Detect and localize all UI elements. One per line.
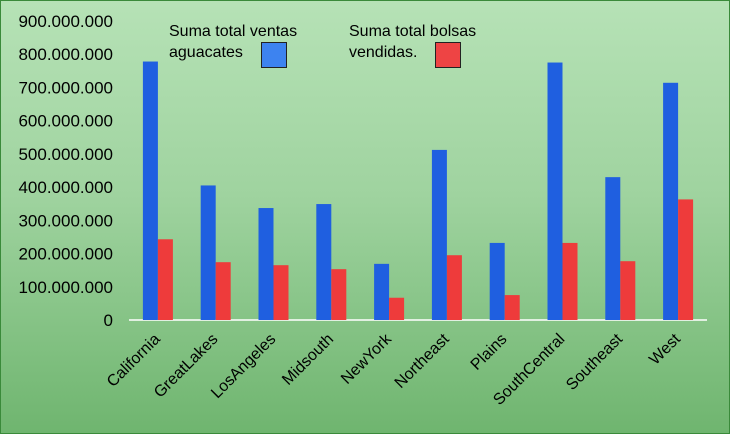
bar-ventas [431, 149, 447, 320]
bar-ventas [605, 177, 621, 320]
bar-ventas [489, 242, 505, 320]
bar-ventas [316, 204, 332, 320]
y-tick-label: 700.000.000 [18, 78, 113, 97]
bar-ventas [547, 62, 563, 321]
y-tick-label: 100.000.000 [18, 278, 113, 297]
bar-ventas [663, 82, 679, 320]
bar-ventas [142, 61, 158, 320]
bar-bolsas [562, 242, 578, 320]
legend-entry-ventas: Suma total ventas aguacates [169, 21, 298, 68]
x-tick-label: NewYork [338, 330, 396, 388]
bar-bolsas [389, 297, 405, 320]
x-tick-label: Southeast [563, 330, 626, 393]
bar-ventas [258, 208, 274, 320]
bar-bolsas [678, 199, 694, 320]
bar-bolsas [620, 261, 636, 320]
legend-label-bolsas-line2: vendidas. [349, 44, 418, 61]
x-tick-label: West [646, 330, 684, 368]
legend-label-ventas-line1: Suma total ventas [169, 23, 298, 40]
legend-label-bolsas-line1: Suma total bolsas [349, 23, 477, 40]
legend-swatch-bolsas [435, 42, 461, 68]
x-tick-label: California [104, 331, 164, 391]
y-tick-label: 300.000.000 [18, 211, 113, 230]
legend-label-ventas-line2: aguacates [169, 44, 243, 61]
bar-bolsas [157, 239, 173, 320]
x-tick-label: Plains [468, 331, 511, 374]
bar-bolsas [331, 269, 347, 320]
bar-bolsas [215, 262, 231, 320]
bar-ventas [200, 185, 216, 320]
y-tick-label: 200.000.000 [18, 245, 113, 264]
x-tick-label: Midsouth [279, 331, 337, 389]
bar-bolsas [273, 265, 289, 320]
bar-bolsas [504, 295, 520, 320]
legend-swatch-ventas [261, 42, 287, 68]
y-tick-label: 0 [104, 311, 113, 330]
x-tick-label: Northeast [392, 330, 453, 391]
bar-bolsas [446, 255, 462, 320]
y-tick-label: 500.000.000 [18, 145, 113, 164]
y-tick-label: 800.000.000 [18, 45, 113, 64]
bar-ventas [374, 263, 390, 320]
y-tick-label: 900.000.000 [18, 12, 113, 31]
y-tick-label: 600.000.000 [18, 112, 113, 131]
legend-entry-bolsas: Suma total bolsas vendidas. [349, 21, 477, 68]
y-tick-label: 400.000.000 [18, 178, 113, 197]
